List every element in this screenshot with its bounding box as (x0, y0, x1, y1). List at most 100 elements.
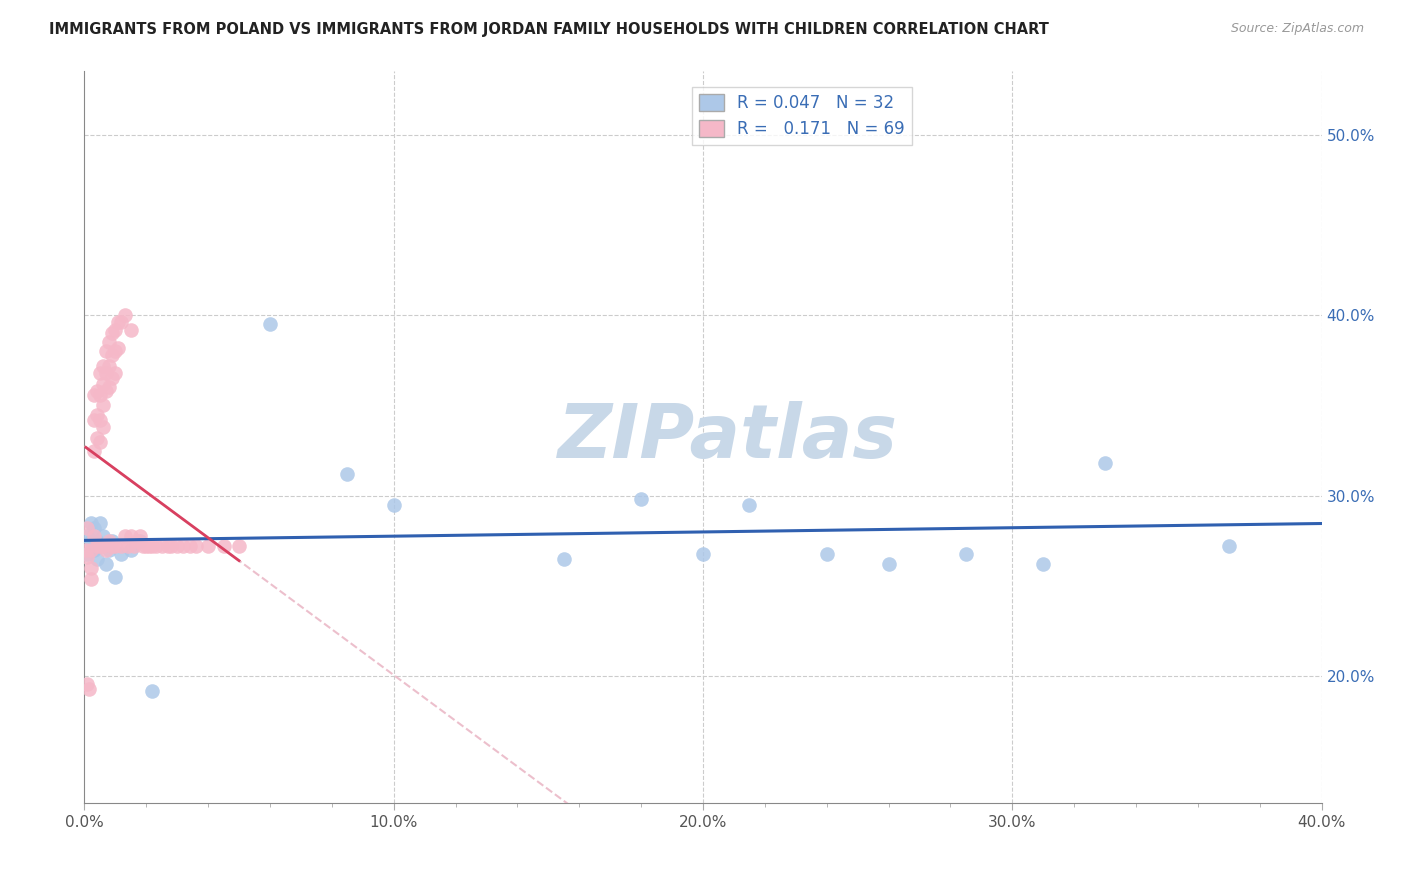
Point (129, 533, 152, 548)
Point (98, 533, 121, 548)
Point (1218, 539, 1240, 553)
Point (955, 547, 977, 561)
Point (94, 558, 117, 572)
Point (89, 366, 111, 380)
Point (259, 317, 281, 331)
Point (76, 547, 98, 561)
Point (94, 543, 117, 558)
Point (104, 570, 127, 584)
Point (150, 539, 173, 553)
Point (83, 521, 105, 535)
Point (132, 539, 155, 553)
Point (179, 539, 201, 553)
Point (1094, 456, 1116, 470)
Point (125, 533, 148, 548)
Point (89, 387, 111, 401)
Point (91, 528, 114, 542)
Point (94, 344, 117, 359)
Point (110, 547, 132, 561)
Point (83, 528, 105, 542)
Point (89, 516, 111, 530)
Point (98, 359, 121, 373)
Point (91, 399, 114, 413)
Point (160, 539, 183, 553)
Point (228, 539, 250, 553)
Point (104, 539, 127, 553)
Point (122, 539, 145, 553)
Point (166, 539, 188, 553)
Point (107, 315, 129, 329)
Point (101, 326, 124, 341)
Point (98, 543, 121, 558)
Point (104, 366, 127, 380)
Point (98, 380, 121, 394)
Point (114, 528, 136, 542)
Point (212, 539, 235, 553)
Point (114, 308, 136, 322)
Text: IMMIGRANTS FROM POLAND VS IMMIGRANTS FROM JORDAN FAMILY HOUSEHOLDS WITH CHILDREN: IMMIGRANTS FROM POLAND VS IMMIGRANTS FRO… (49, 22, 1049, 37)
Point (630, 492, 652, 507)
Point (79, 572, 101, 586)
Point (94, 384, 117, 398)
Point (1032, 558, 1054, 572)
Point (738, 498, 761, 512)
Point (77, 681, 100, 696)
Point (86, 533, 108, 548)
Point (101, 533, 124, 548)
Point (141, 539, 163, 553)
Text: ZIPatlas: ZIPatlas (558, 401, 898, 474)
Point (86, 539, 108, 553)
Point (815, 547, 838, 561)
Point (76, 521, 98, 535)
Point (91, 359, 114, 373)
Point (120, 323, 142, 337)
Point (89, 413, 111, 427)
Point (184, 539, 207, 553)
Point (117, 539, 139, 553)
Point (83, 413, 105, 427)
Point (79, 533, 101, 548)
Point (89, 539, 111, 553)
Point (120, 543, 142, 558)
Point (110, 315, 132, 329)
Point (107, 341, 129, 355)
Point (83, 387, 105, 401)
Point (172, 539, 194, 553)
Point (141, 683, 163, 698)
Point (91, 420, 114, 434)
Point (101, 348, 124, 362)
Point (79, 543, 101, 558)
Point (120, 528, 142, 542)
Point (135, 539, 157, 553)
Point (91, 539, 114, 553)
Point (76, 676, 98, 690)
Point (83, 543, 105, 558)
Point (101, 371, 124, 385)
Text: Source: ZipAtlas.com: Source: ZipAtlas.com (1230, 22, 1364, 36)
Point (197, 539, 219, 553)
Point (104, 323, 127, 337)
Point (86, 408, 108, 422)
Point (76, 528, 98, 542)
Point (553, 552, 575, 566)
Point (145, 539, 167, 553)
Point (89, 434, 111, 449)
Point (86, 431, 108, 445)
Point (86, 384, 108, 398)
Point (692, 547, 714, 561)
Point (156, 539, 179, 553)
Point (336, 467, 359, 482)
Point (86, 552, 108, 566)
Point (104, 344, 127, 359)
Point (94, 366, 117, 380)
Point (101, 539, 124, 553)
Point (91, 376, 114, 391)
Point (877, 558, 900, 572)
Point (382, 498, 405, 512)
Point (98, 335, 121, 350)
Point (129, 528, 152, 542)
Point (83, 443, 105, 458)
Point (89, 539, 111, 553)
Legend: R = 0.047   N = 32, R =   0.171   N = 69: R = 0.047 N = 32, R = 0.171 N = 69 (692, 87, 911, 145)
Point (79, 516, 101, 530)
